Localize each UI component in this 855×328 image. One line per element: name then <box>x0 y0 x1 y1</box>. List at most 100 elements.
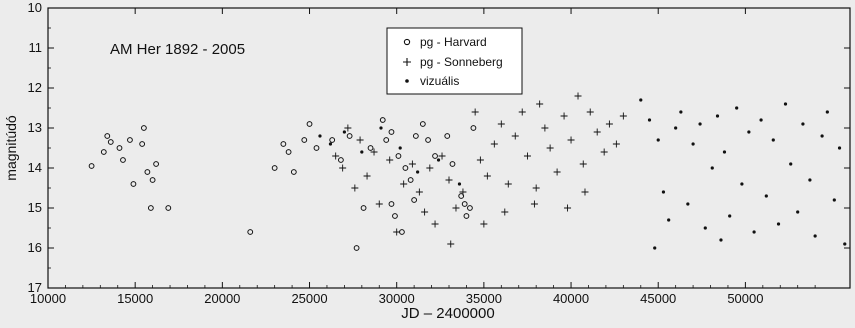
data-point-plus <box>438 152 446 160</box>
data-point-circle <box>88 163 95 169</box>
y-tick-label: 11 <box>29 40 43 55</box>
y-tick-label: 17 <box>28 280 42 295</box>
data-point-circle <box>144 169 151 175</box>
data-point-circle <box>353 245 360 251</box>
data-point-plus <box>415 188 423 196</box>
data-point-dot <box>820 134 824 138</box>
data-point-dot <box>740 182 744 186</box>
data-point-circle <box>388 201 395 207</box>
data-point-plus <box>351 184 359 192</box>
data-point-plus <box>375 200 383 208</box>
data-point-dot <box>764 194 768 198</box>
series-pg-harvard <box>88 117 477 251</box>
series-vizu-lis <box>318 98 847 250</box>
legend-label-harvard: pg - Harvard <box>420 35 487 49</box>
data-point-plus <box>490 140 498 148</box>
legend: pg - Harvard pg - Sonneberg vizuális <box>386 27 523 95</box>
data-point-dot <box>813 234 817 238</box>
data-point-plus <box>536 100 544 108</box>
data-point-plus <box>431 220 439 228</box>
data-point-dot <box>719 238 723 242</box>
data-point-dot <box>639 98 643 102</box>
y-tick-label: 10 <box>28 0 42 15</box>
data-point-plus <box>564 204 572 212</box>
data-point-circle <box>379 117 386 123</box>
x-tick-label: 25000 <box>291 291 327 306</box>
data-point-circle <box>100 149 107 155</box>
data-point-plus <box>452 204 460 212</box>
data-point-circle <box>107 139 114 145</box>
x-tick-label: 15000 <box>117 291 153 306</box>
data-point-dot <box>416 170 420 174</box>
data-point-plus <box>421 208 429 216</box>
data-point-plus <box>356 136 364 144</box>
data-point-plus <box>344 124 352 132</box>
data-point-plus <box>586 108 594 116</box>
data-point-plus <box>546 144 554 152</box>
data-point-dot <box>747 130 751 134</box>
data-point-plus <box>553 168 561 176</box>
y-tick-label: 15 <box>28 200 42 215</box>
data-point-plus <box>480 220 488 228</box>
data-point-dot <box>843 242 847 246</box>
data-point-dot <box>679 110 683 114</box>
data-point-plus <box>532 184 540 192</box>
legend-box <box>386 27 523 95</box>
data-point-dot <box>698 122 702 126</box>
data-point-circle <box>306 121 313 127</box>
data-point-dot <box>686 202 690 206</box>
data-point-plus <box>619 112 627 120</box>
data-point-plus <box>567 136 575 144</box>
data-point-circle <box>407 177 414 183</box>
data-point-dot <box>808 178 812 182</box>
data-point-plus <box>605 120 613 128</box>
data-point-dot <box>710 166 714 170</box>
data-point-circle <box>411 197 418 203</box>
chart-title: AM Her 1892 - 2005 <box>110 41 245 58</box>
data-point-plus <box>483 172 491 180</box>
data-point-circle <box>412 133 419 139</box>
data-point-dot <box>653 246 657 250</box>
data-point-circle <box>329 137 336 143</box>
data-point-circle <box>147 205 154 211</box>
data-point-plus <box>400 180 408 188</box>
data-point-plus <box>511 132 519 140</box>
data-point-circle <box>104 133 111 139</box>
data-point-plus <box>504 180 512 188</box>
data-point-dot <box>837 146 842 150</box>
y-tick-label: 14 <box>28 160 42 175</box>
data-point-dot <box>722 150 727 154</box>
data-point-plus <box>476 156 484 164</box>
data-point-circle <box>419 121 426 127</box>
y-axis-label: magnitúdó <box>3 115 19 181</box>
data-point-dot <box>783 102 788 106</box>
legend-marker-dot <box>405 79 409 83</box>
data-point-dot <box>752 230 756 234</box>
data-point-plus <box>530 200 538 208</box>
data-point-circle <box>301 137 308 143</box>
x-axis-ticks: 10000 15000 20000 25000 30000 35000 40000 45000… <box>30 8 816 306</box>
data-point-plus <box>408 160 416 168</box>
data-point-dot <box>436 158 441 162</box>
y-tick-label: 16 <box>28 240 42 255</box>
data-point-circle <box>458 193 465 199</box>
data-point-plus <box>541 124 549 132</box>
data-point-dot <box>328 142 333 146</box>
data-point-circle <box>367 145 374 151</box>
data-point-dot <box>457 182 462 186</box>
data-point-plus <box>523 152 531 160</box>
y-axis-ticks: 10 11 12 13 14 15 16 17 <box>28 0 850 295</box>
y-tick-label: 13 <box>28 120 42 135</box>
data-point-plus <box>471 108 479 116</box>
data-point-circle <box>444 133 451 139</box>
data-point-dot <box>796 210 800 214</box>
data-point-dot <box>825 110 829 114</box>
data-point-circle <box>432 153 438 159</box>
data-point-dot <box>342 130 346 134</box>
data-point-circle <box>127 137 133 143</box>
data-point-dot <box>789 162 793 166</box>
legend-label-sonneberg: pg - Sonneberg <box>420 55 503 69</box>
x-tick-label: 30000 <box>379 291 415 306</box>
